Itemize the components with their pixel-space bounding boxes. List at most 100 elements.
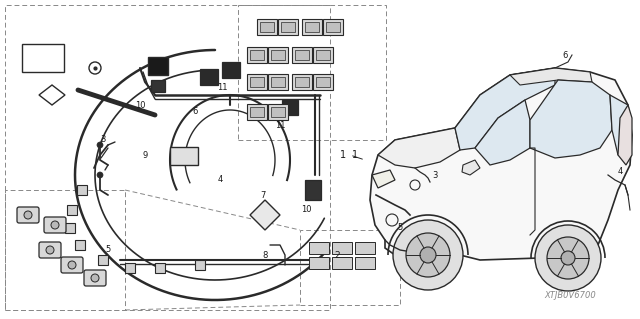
Bar [195, 260, 205, 270]
Polygon shape [378, 128, 460, 168]
FancyBboxPatch shape [84, 270, 106, 286]
Bar [65, 223, 75, 233]
Text: 11: 11 [275, 121, 285, 130]
FancyBboxPatch shape [39, 242, 61, 258]
Text: 6: 6 [192, 108, 198, 116]
FancyBboxPatch shape [247, 47, 267, 63]
FancyBboxPatch shape [295, 77, 309, 87]
Circle shape [535, 225, 601, 291]
Circle shape [97, 172, 103, 178]
Text: 8: 8 [262, 250, 268, 259]
Bar [200, 69, 218, 85]
Circle shape [51, 221, 59, 229]
Circle shape [406, 233, 450, 277]
Bar [148, 57, 168, 75]
FancyBboxPatch shape [247, 104, 267, 120]
Text: 4: 4 [618, 167, 623, 176]
FancyBboxPatch shape [268, 74, 288, 90]
FancyBboxPatch shape [302, 19, 322, 35]
Text: 2: 2 [334, 250, 340, 259]
Bar [170, 147, 198, 165]
FancyBboxPatch shape [313, 47, 333, 63]
Bar [75, 240, 85, 250]
Circle shape [393, 220, 463, 290]
FancyBboxPatch shape [250, 107, 264, 117]
Bar [22, 44, 64, 72]
FancyBboxPatch shape [61, 257, 83, 273]
Text: 11: 11 [217, 83, 227, 92]
Text: 10: 10 [301, 205, 311, 214]
Bar [5, 190, 125, 310]
FancyBboxPatch shape [250, 77, 264, 87]
FancyBboxPatch shape [257, 19, 277, 35]
Circle shape [68, 261, 76, 269]
FancyBboxPatch shape [260, 22, 274, 32]
Circle shape [561, 251, 575, 265]
Text: XTJB0V6700: XTJB0V6700 [544, 291, 596, 300]
FancyBboxPatch shape [323, 19, 343, 35]
Polygon shape [475, 100, 530, 165]
Bar [300, 230, 400, 305]
FancyBboxPatch shape [247, 74, 267, 90]
Bar [5, 5, 330, 310]
FancyBboxPatch shape [292, 47, 312, 63]
FancyBboxPatch shape [281, 22, 295, 32]
FancyBboxPatch shape [309, 242, 329, 254]
Bar [125, 263, 135, 273]
Polygon shape [610, 95, 630, 155]
Polygon shape [618, 105, 632, 165]
Text: 6: 6 [563, 50, 568, 60]
Bar [155, 263, 165, 273]
Text: 1: 1 [340, 150, 346, 160]
Polygon shape [370, 68, 632, 260]
Bar [77, 185, 87, 195]
FancyBboxPatch shape [332, 242, 352, 254]
Bar [98, 255, 108, 265]
Text: 3: 3 [432, 170, 438, 180]
FancyBboxPatch shape [17, 207, 39, 223]
Circle shape [547, 237, 589, 279]
Text: 3: 3 [100, 136, 106, 145]
Circle shape [24, 211, 32, 219]
Polygon shape [530, 80, 612, 158]
FancyBboxPatch shape [305, 22, 319, 32]
FancyBboxPatch shape [271, 50, 285, 60]
FancyBboxPatch shape [355, 242, 375, 254]
FancyBboxPatch shape [295, 50, 309, 60]
FancyBboxPatch shape [316, 50, 330, 60]
Bar [282, 100, 298, 115]
Text: 4: 4 [218, 175, 223, 184]
Text: 1: 1 [352, 150, 358, 160]
FancyBboxPatch shape [271, 77, 285, 87]
Bar [67, 205, 77, 215]
Text: 5: 5 [397, 224, 403, 233]
FancyBboxPatch shape [309, 257, 329, 269]
FancyBboxPatch shape [292, 74, 312, 90]
FancyBboxPatch shape [332, 257, 352, 269]
Circle shape [420, 247, 436, 263]
Bar [305, 180, 321, 200]
Text: 5: 5 [106, 246, 111, 255]
Polygon shape [510, 68, 592, 85]
FancyBboxPatch shape [313, 74, 333, 90]
Circle shape [91, 274, 99, 282]
Text: 7: 7 [260, 190, 266, 199]
Polygon shape [250, 200, 280, 230]
Polygon shape [455, 68, 555, 150]
Polygon shape [462, 160, 480, 175]
Text: 10: 10 [135, 100, 145, 109]
FancyBboxPatch shape [355, 257, 375, 269]
FancyBboxPatch shape [268, 47, 288, 63]
Circle shape [46, 246, 54, 254]
FancyBboxPatch shape [278, 19, 298, 35]
FancyBboxPatch shape [268, 104, 288, 120]
Text: 9: 9 [142, 151, 148, 160]
FancyBboxPatch shape [316, 77, 330, 87]
FancyBboxPatch shape [44, 217, 66, 233]
Bar [151, 80, 165, 92]
FancyBboxPatch shape [250, 50, 264, 60]
FancyBboxPatch shape [271, 107, 285, 117]
Bar [238, 5, 386, 140]
FancyBboxPatch shape [326, 22, 340, 32]
Polygon shape [372, 170, 395, 188]
